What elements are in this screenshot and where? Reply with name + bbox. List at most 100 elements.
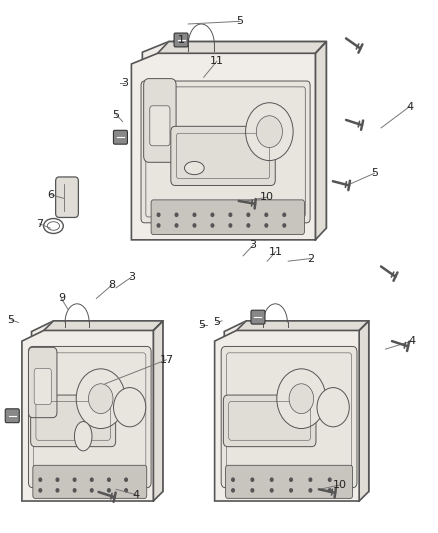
Circle shape <box>290 489 293 492</box>
Text: 17: 17 <box>159 355 173 365</box>
Circle shape <box>108 478 110 481</box>
FancyBboxPatch shape <box>34 369 51 405</box>
Polygon shape <box>158 42 326 53</box>
Circle shape <box>56 478 59 481</box>
FancyBboxPatch shape <box>31 395 116 447</box>
Circle shape <box>229 224 232 227</box>
Polygon shape <box>315 42 326 240</box>
Circle shape <box>256 116 283 148</box>
Ellipse shape <box>184 161 204 175</box>
Circle shape <box>56 489 59 492</box>
FancyBboxPatch shape <box>28 346 151 488</box>
Text: 6: 6 <box>47 190 54 199</box>
Circle shape <box>290 478 293 481</box>
Text: 4: 4 <box>132 490 139 499</box>
Text: 5: 5 <box>213 318 220 327</box>
Text: 11: 11 <box>210 56 224 66</box>
Polygon shape <box>32 321 163 491</box>
Text: 7: 7 <box>36 219 43 229</box>
Circle shape <box>113 387 146 427</box>
Text: 10: 10 <box>332 480 346 490</box>
Circle shape <box>309 478 312 481</box>
FancyBboxPatch shape <box>150 106 170 146</box>
Polygon shape <box>131 53 315 240</box>
Circle shape <box>39 478 42 481</box>
FancyBboxPatch shape <box>28 348 57 418</box>
Text: 3: 3 <box>250 240 257 250</box>
Circle shape <box>247 224 250 227</box>
Circle shape <box>73 489 76 492</box>
Ellipse shape <box>74 422 92 451</box>
Circle shape <box>108 489 110 492</box>
Circle shape <box>251 489 254 492</box>
FancyBboxPatch shape <box>251 310 265 324</box>
Polygon shape <box>44 321 163 330</box>
Circle shape <box>251 478 254 481</box>
Circle shape <box>265 213 268 216</box>
Text: 5: 5 <box>371 168 378 178</box>
Circle shape <box>157 213 160 216</box>
Polygon shape <box>359 321 369 501</box>
Text: 4: 4 <box>406 102 413 111</box>
Circle shape <box>125 478 127 481</box>
FancyBboxPatch shape <box>174 33 188 47</box>
Circle shape <box>211 224 214 227</box>
Text: 5: 5 <box>113 110 120 119</box>
Polygon shape <box>22 330 153 501</box>
Circle shape <box>246 103 293 160</box>
FancyBboxPatch shape <box>223 395 316 447</box>
Circle shape <box>328 489 331 492</box>
FancyBboxPatch shape <box>113 130 127 144</box>
FancyBboxPatch shape <box>56 177 78 217</box>
Circle shape <box>175 224 178 227</box>
FancyBboxPatch shape <box>5 409 19 423</box>
Circle shape <box>157 224 160 227</box>
FancyBboxPatch shape <box>144 78 176 162</box>
Circle shape <box>247 213 250 216</box>
Text: 3: 3 <box>121 78 128 87</box>
Circle shape <box>309 489 312 492</box>
Circle shape <box>229 213 232 216</box>
Circle shape <box>193 224 196 227</box>
Text: 9: 9 <box>58 294 65 303</box>
Circle shape <box>90 489 93 492</box>
Circle shape <box>283 224 286 227</box>
FancyBboxPatch shape <box>151 200 304 235</box>
Polygon shape <box>224 321 369 491</box>
Polygon shape <box>237 321 369 330</box>
Text: 10: 10 <box>260 192 274 202</box>
Circle shape <box>232 478 234 481</box>
Polygon shape <box>215 330 359 501</box>
Polygon shape <box>153 321 163 501</box>
Circle shape <box>125 489 127 492</box>
Text: 5: 5 <box>198 320 205 330</box>
Circle shape <box>73 478 76 481</box>
Circle shape <box>277 369 326 429</box>
Circle shape <box>232 489 234 492</box>
Text: 8: 8 <box>108 280 115 290</box>
FancyBboxPatch shape <box>226 465 353 498</box>
Circle shape <box>283 213 286 216</box>
Circle shape <box>317 387 349 427</box>
Text: 3: 3 <box>128 272 135 282</box>
FancyBboxPatch shape <box>33 465 147 498</box>
Circle shape <box>211 213 214 216</box>
Circle shape <box>270 489 273 492</box>
Circle shape <box>328 478 331 481</box>
Circle shape <box>270 478 273 481</box>
FancyBboxPatch shape <box>171 126 275 185</box>
FancyBboxPatch shape <box>141 81 310 223</box>
Circle shape <box>175 213 178 216</box>
Circle shape <box>289 384 314 414</box>
Circle shape <box>88 384 113 414</box>
Circle shape <box>76 369 125 429</box>
Text: 1: 1 <box>178 35 185 45</box>
Circle shape <box>90 478 93 481</box>
FancyBboxPatch shape <box>221 346 357 488</box>
Circle shape <box>39 489 42 492</box>
Text: 5: 5 <box>7 315 14 325</box>
Text: 2: 2 <box>307 254 314 263</box>
Polygon shape <box>142 42 326 228</box>
Text: 4: 4 <box>408 336 415 346</box>
Text: 11: 11 <box>269 247 283 256</box>
